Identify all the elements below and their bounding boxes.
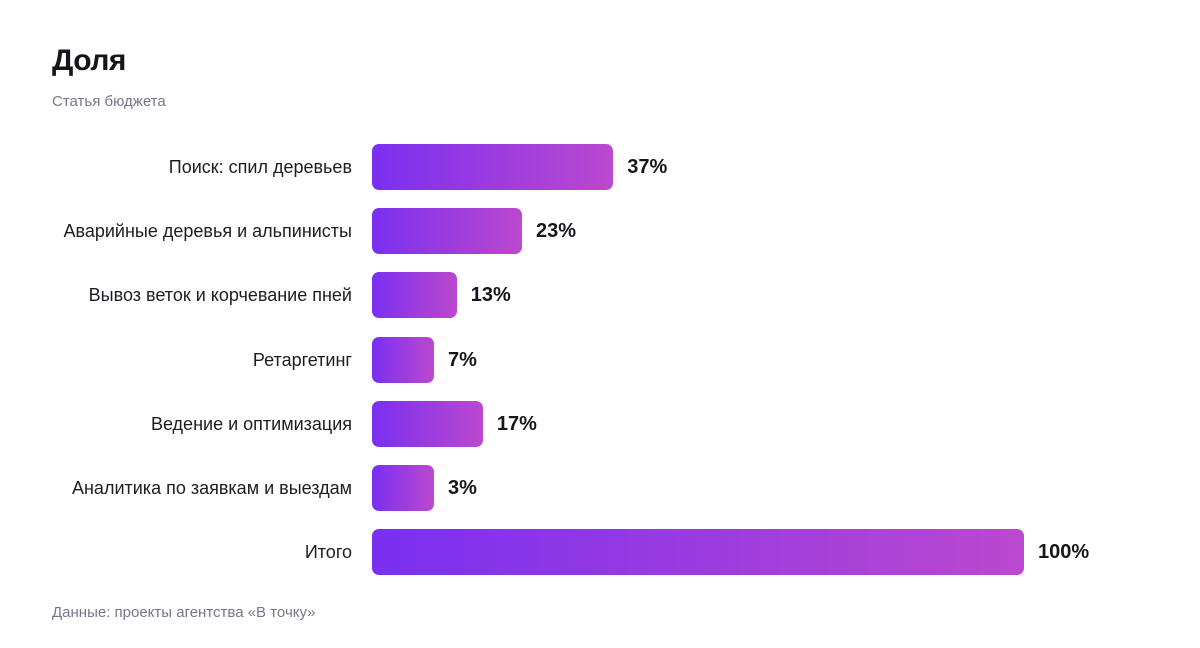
bar bbox=[372, 400, 483, 447]
chart-subtitle: Статья бюджета bbox=[52, 93, 166, 110]
value-label: 23% bbox=[535, 220, 576, 243]
category-label: Вывоз веток и корчевание пней bbox=[88, 285, 352, 306]
category-label: Ведение и оптимизация bbox=[150, 413, 352, 434]
value-label: 13% bbox=[470, 284, 511, 307]
value-label: 7% bbox=[448, 348, 477, 371]
data-source-note: Данные: проекты агентства «В точку» bbox=[52, 604, 316, 621]
category-label: Ретаргетинг bbox=[252, 349, 352, 370]
bar bbox=[372, 208, 522, 255]
bar bbox=[372, 336, 434, 383]
value-label: 100% bbox=[1038, 541, 1090, 564]
chart-title: Доля bbox=[52, 44, 126, 77]
category-label: Аналитика по заявкам и выездам bbox=[71, 478, 352, 498]
value-label: 37% bbox=[627, 156, 668, 178]
value-label: 3% bbox=[448, 477, 477, 499]
value-label: 17% bbox=[496, 412, 537, 435]
bar bbox=[372, 529, 1024, 576]
bar bbox=[372, 465, 434, 511]
category-label: Поиск: спил деревьев bbox=[168, 157, 352, 177]
category-label: Аварийные деревья и альпинисты bbox=[63, 221, 352, 242]
bar bbox=[372, 272, 457, 319]
category-label: Итого bbox=[304, 542, 352, 563]
bar bbox=[372, 144, 614, 190]
